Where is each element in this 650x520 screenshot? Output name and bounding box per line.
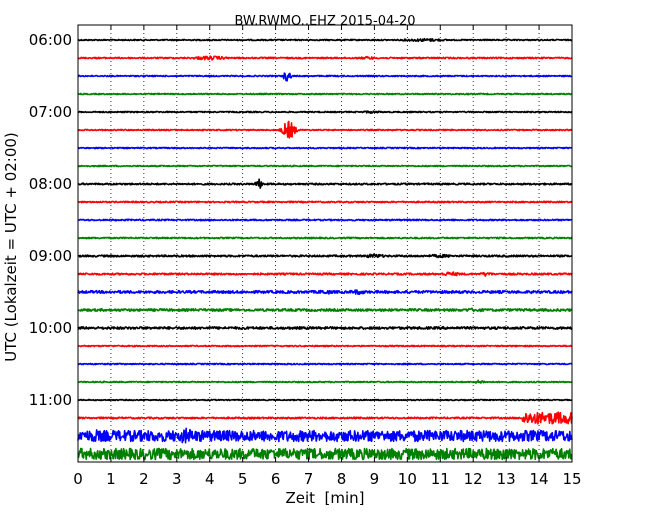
x-tick-label: 6 xyxy=(271,470,281,488)
x-tick-label: 10 xyxy=(398,470,417,488)
x-tick-label: 9 xyxy=(370,470,380,488)
seismogram-trace xyxy=(77,398,573,402)
x-tick-label: 14 xyxy=(530,470,549,488)
seismogram-trace xyxy=(77,411,573,425)
chart-title: BW.RWMO..EHZ 2015-04-20 xyxy=(234,14,415,29)
seismogram-trace xyxy=(77,307,573,313)
seismogram-trace xyxy=(77,236,573,240)
plot-frame xyxy=(77,24,573,463)
y-tick-label: 06:00 xyxy=(29,31,72,49)
seismogram-trace xyxy=(77,447,573,461)
seismogram-trace xyxy=(77,178,573,189)
seismogram-trace xyxy=(77,120,573,139)
x-axis-label: Zeit [min] xyxy=(285,489,364,507)
seismogram-trace xyxy=(77,326,573,330)
seismogram-trace xyxy=(77,344,573,348)
x-axis-ticks: 0 1 2 3 4 5 6 7 8 9 10 11 12 13 14 15 xyxy=(73,25,582,488)
seismogram-traces xyxy=(77,37,573,461)
x-tick-label: 7 xyxy=(304,470,314,488)
x-tick-label: 4 xyxy=(205,470,215,488)
seismogram-trace xyxy=(77,92,573,96)
y-tick-label: 10:00 xyxy=(29,319,72,337)
x-tick-label: 13 xyxy=(497,470,516,488)
grid-lines xyxy=(110,25,540,462)
seismogram-trace xyxy=(77,37,573,43)
y-axis-ticks: 06:00 07:00 08:00 09:00 10:00 11:00 xyxy=(29,31,572,409)
x-tick-label: 8 xyxy=(337,470,347,488)
x-tick-label: 1 xyxy=(106,470,116,488)
seismogram-trace xyxy=(77,218,573,222)
x-tick-label: 2 xyxy=(139,470,149,488)
seismogram-trace xyxy=(77,110,573,114)
x-tick-label: 5 xyxy=(238,470,248,488)
seismogram-trace xyxy=(77,362,573,366)
y-axis-label: UTC (Lokalzeit = UTC + 02:00) xyxy=(2,132,20,362)
y-tick-label: 11:00 xyxy=(29,391,72,409)
x-tick-label: 0 xyxy=(73,470,83,488)
seismogram-trace xyxy=(77,427,573,444)
seismogram-trace xyxy=(77,55,573,61)
seismogram-trace xyxy=(77,379,573,384)
y-tick-label: 09:00 xyxy=(29,247,72,265)
seismogram-trace xyxy=(77,253,573,259)
seismogram-trace xyxy=(77,146,573,150)
y-tick-label: 07:00 xyxy=(29,103,72,121)
x-tick-label: 11 xyxy=(431,470,450,488)
seismogram-trace xyxy=(77,271,573,277)
seismogram-trace xyxy=(77,289,573,295)
seismogram-trace xyxy=(77,164,573,168)
seismogram-trace xyxy=(77,72,573,82)
x-tick-label: 15 xyxy=(562,470,581,488)
seismogram-trace xyxy=(77,200,573,204)
x-tick-label: 12 xyxy=(464,470,483,488)
x-tick-label: 3 xyxy=(172,470,182,488)
y-tick-label: 08:00 xyxy=(29,175,72,193)
